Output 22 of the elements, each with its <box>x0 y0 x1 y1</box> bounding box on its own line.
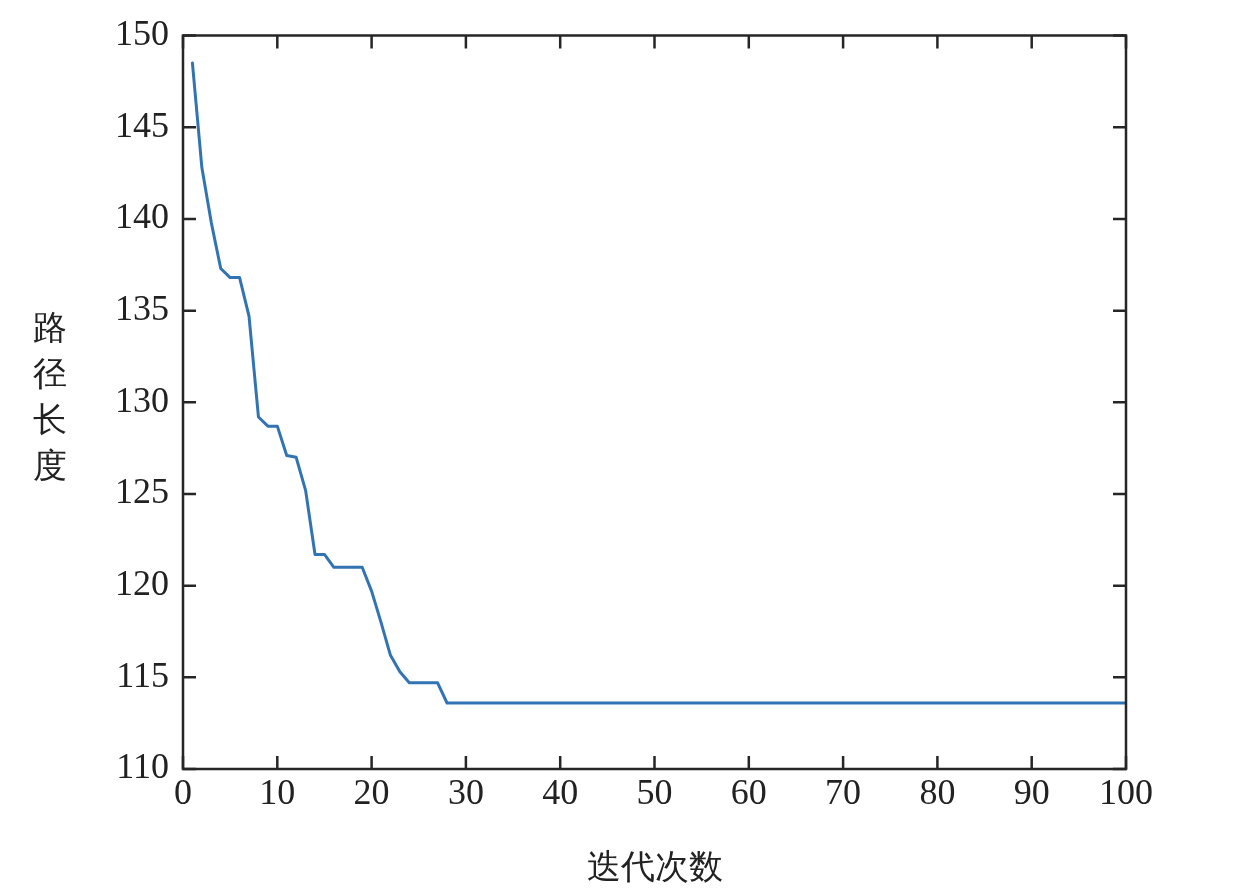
x-tick-label: 70 <box>825 772 862 813</box>
y-tick-label: 140 <box>115 196 169 237</box>
x-tick-label: 90 <box>1013 772 1050 813</box>
x-tick-label: 20 <box>353 772 390 813</box>
x-tick-label: 40 <box>542 772 579 813</box>
x-tick-label: 10 <box>259 772 296 813</box>
x-tick-label: 100 <box>1099 772 1153 813</box>
y-axis-title: 路径长度 <box>32 306 68 487</box>
y-tick-label: 130 <box>115 379 169 420</box>
y-tick-label: 125 <box>115 471 169 512</box>
y-tick-label: 115 <box>116 654 169 695</box>
y-tick-label: 135 <box>115 288 169 329</box>
x-tick-label: 0 <box>174 772 192 813</box>
x-tick-label: 80 <box>919 772 956 813</box>
y-tick-label: 150 <box>115 13 169 54</box>
y-tick-label: 110 <box>116 746 169 787</box>
y-tick-label: 145 <box>115 104 169 145</box>
y-tick-label: 120 <box>115 563 169 604</box>
x-tick-label: 60 <box>730 772 767 813</box>
x-tick-label: 30 <box>447 772 484 813</box>
x-tick-label: 50 <box>636 772 673 813</box>
x-axis-title: 迭代次数 <box>586 846 723 887</box>
